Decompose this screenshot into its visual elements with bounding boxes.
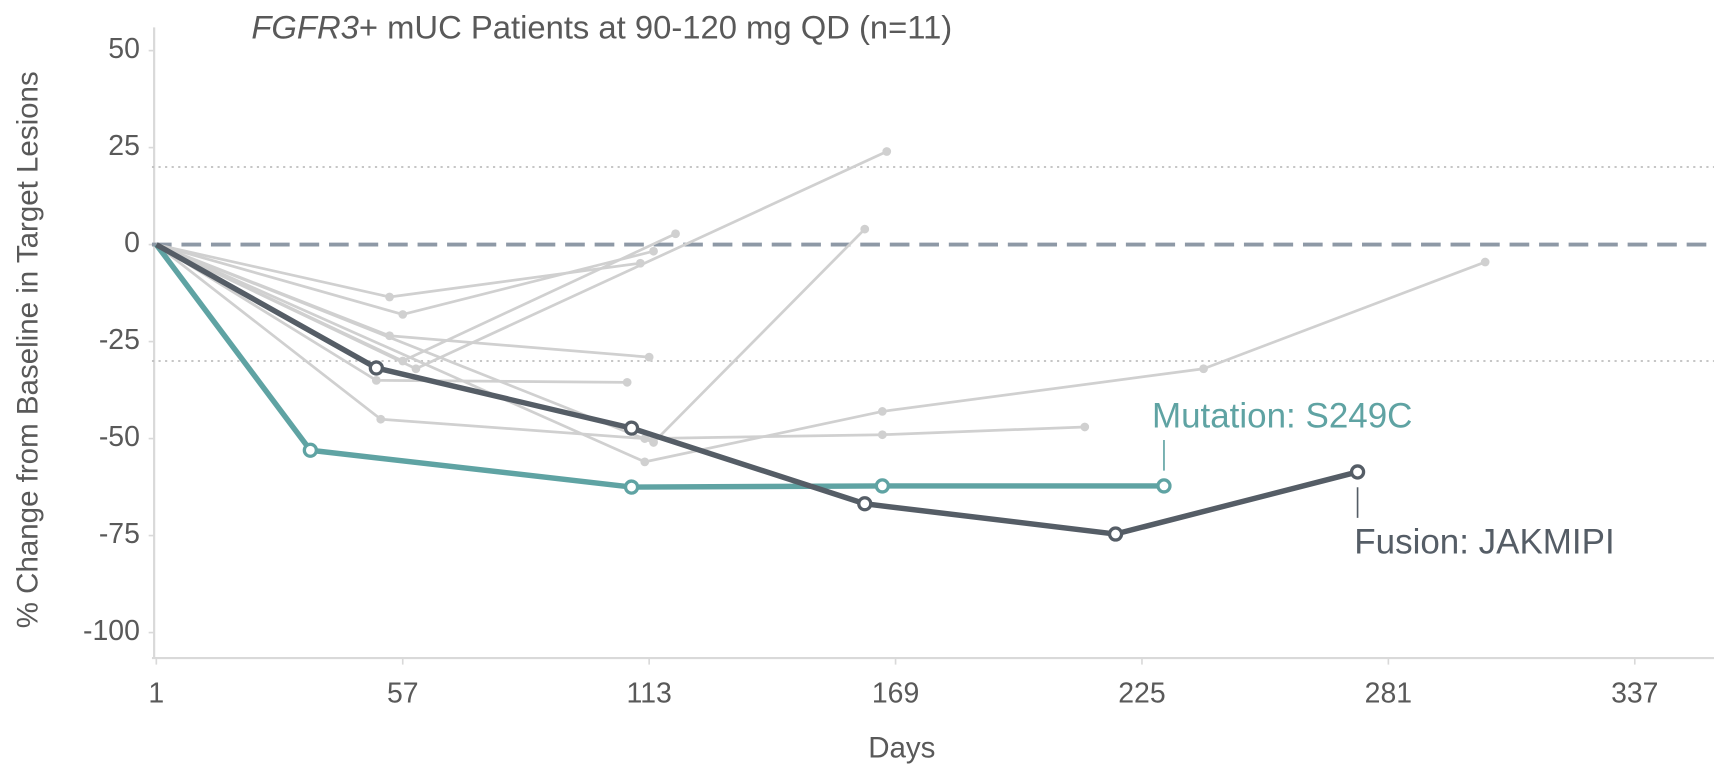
open-marker — [857, 496, 873, 512]
dot-marker — [622, 377, 632, 387]
y-tick-label: 25 — [108, 130, 140, 162]
dot-marker — [371, 376, 381, 385]
y-axis-label: % Change from Baseline in Target Lesions — [11, 71, 44, 628]
x-tick-label: 225 — [1118, 678, 1165, 710]
y-tick-label: -25 — [99, 324, 140, 356]
open-marker — [623, 420, 640, 436]
patient-line — [155, 228, 866, 444]
open-marker — [1107, 526, 1124, 542]
dot-marker — [860, 224, 870, 234]
dot-marker — [649, 246, 658, 256]
dot-marker — [671, 229, 680, 239]
dot-marker — [376, 414, 386, 424]
open-marker — [1349, 464, 1366, 480]
y-tick-label: -50 — [99, 421, 140, 453]
open-marker — [623, 479, 640, 495]
y-tick-label: -75 — [99, 518, 140, 550]
x-tick-label: 337 — [1611, 678, 1658, 710]
dot-marker — [877, 430, 887, 440]
chart-title: FGFR3+ mUC Patients at 90-120 mg QD (n=1… — [251, 8, 952, 45]
dot-marker — [877, 407, 887, 416]
x-tick-label: 281 — [1365, 678, 1412, 710]
x-tick-label: 57 — [387, 678, 419, 710]
x-axis-label: Days — [868, 732, 935, 765]
series-label: Mutation: S249C — [1152, 396, 1412, 435]
patient-line — [155, 232, 677, 363]
dot-marker — [649, 438, 658, 447]
dot-marker — [398, 310, 408, 319]
x-tick-label: 1 — [148, 678, 164, 710]
y-tick-label: 50 — [108, 33, 140, 65]
open-marker — [874, 478, 891, 494]
dot-marker — [640, 457, 650, 467]
title-rest: + mUC Patients at 90-120 mg QD (n=11) — [359, 8, 952, 45]
x-tick-label: 113 — [627, 678, 672, 710]
open-marker — [1156, 478, 1172, 494]
dot-marker — [1080, 422, 1090, 432]
y-tick-label: -100 — [83, 615, 140, 647]
dot-marker — [385, 292, 394, 302]
x-tick-label: 169 — [872, 678, 919, 710]
dot-marker — [644, 352, 654, 362]
patient-line — [155, 150, 888, 371]
y-tick-label: 0 — [124, 227, 140, 259]
open-marker — [368, 360, 384, 376]
plot: FGFR3+ mUC Patients at 90-120 mg QD (n=1… — [11, 8, 1714, 765]
dot-marker — [882, 147, 892, 156]
series-label: Fusion: JAKMIPI — [1354, 522, 1614, 561]
dot-marker — [411, 364, 421, 374]
title-italic: FGFR3 — [251, 8, 358, 45]
highlight-line — [155, 242, 1359, 537]
open-marker — [302, 442, 318, 458]
dot-marker — [1480, 257, 1490, 267]
dot-marker — [1199, 364, 1208, 374]
